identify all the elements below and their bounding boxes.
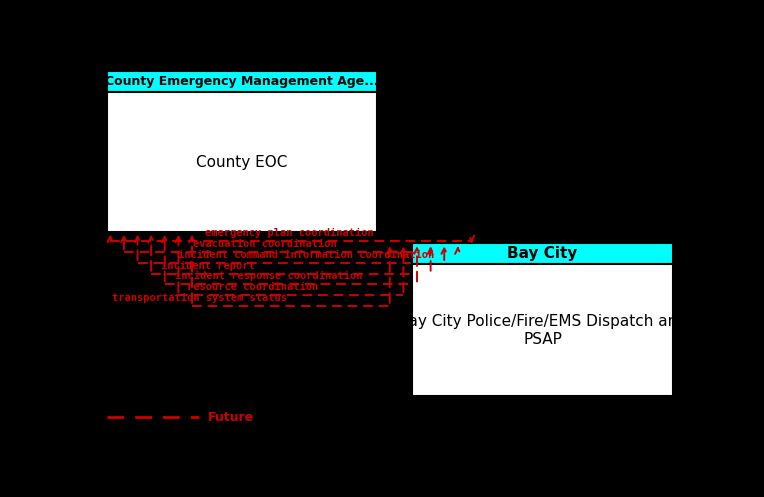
Text: Future: Future [208,411,254,424]
Text: County EOC: County EOC [196,155,288,169]
Text: Bay City: Bay City [507,247,578,261]
Text: incident report: incident report [160,260,254,270]
Text: evacuation coordination: evacuation coordination [193,239,337,249]
Text: incident command information coordination: incident command information coordinatio… [179,250,435,260]
Text: transportation system status: transportation system status [112,293,287,303]
Text: County Emergency Management Age...: County Emergency Management Age... [105,75,379,88]
Bar [413,264,673,397]
Bar [107,71,377,92]
Bar [413,244,673,264]
Text: resource coordination: resource coordination [187,282,319,292]
Bar [107,92,377,232]
Text: incident response coordination: incident response coordination [176,271,363,281]
Text: emergency plan coordination: emergency plan coordination [205,228,374,239]
Text: Bay City Police/Fire/EMS Dispatch and
PSAP: Bay City Police/Fire/EMS Dispatch and PS… [398,314,687,346]
